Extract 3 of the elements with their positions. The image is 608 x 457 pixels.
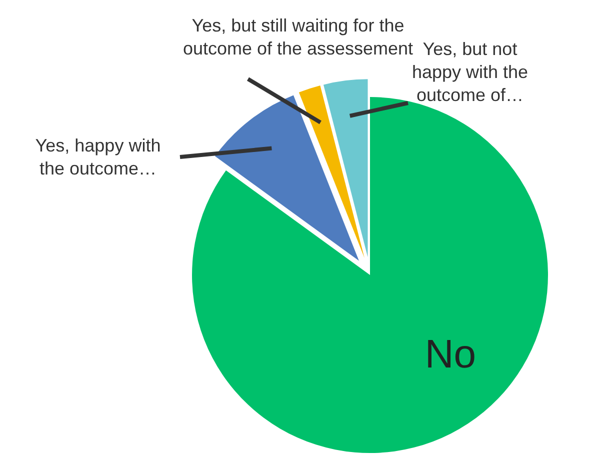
slice-label: Yes, but not happy with the outcome of… — [412, 39, 528, 105]
slice-label: No — [424, 332, 476, 376]
slice-label: Yes, happy with the outcome… — [35, 136, 161, 178]
